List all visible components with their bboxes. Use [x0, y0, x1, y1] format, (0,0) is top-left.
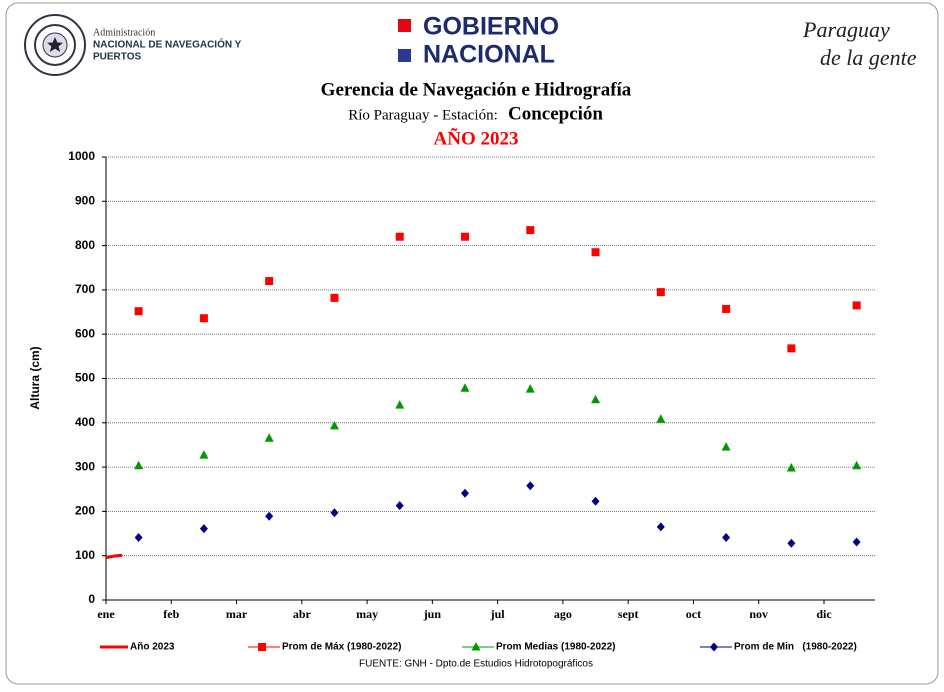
- max-marker: [258, 643, 266, 651]
- subtitle-station: Concepción: [508, 103, 603, 124]
- mean-marker: [525, 384, 535, 393]
- gob-text: NACIONAL: [423, 41, 555, 69]
- max-marker: [852, 301, 861, 310]
- x-tick-label: jun: [423, 607, 442, 621]
- max-marker: [134, 307, 143, 316]
- mean-marker: [721, 442, 731, 451]
- min-marker: [330, 508, 339, 518]
- min-marker: [722, 533, 731, 543]
- min-marker: [134, 533, 143, 543]
- mean-marker: [395, 400, 405, 409]
- max-marker: [656, 288, 665, 297]
- max-marker: [265, 277, 274, 286]
- x-tick-label: oct: [686, 607, 701, 621]
- min-marker: [526, 481, 535, 491]
- mean-marker: [134, 460, 144, 470]
- y-tick-label: 900: [75, 193, 95, 207]
- max-marker: [591, 248, 600, 257]
- mean-marker: [786, 462, 796, 472]
- y-axis-title: Altura (cm): [28, 346, 42, 409]
- admin-text: Administración: [93, 27, 155, 38]
- min-marker: [199, 524, 208, 534]
- min-marker: [265, 511, 274, 521]
- y-tick-label: 400: [75, 415, 95, 429]
- max-marker: [461, 232, 469, 241]
- gob-red-square: [398, 19, 411, 32]
- gob-blue-square: [398, 49, 411, 62]
- min-marker: [395, 501, 404, 511]
- max-marker: [526, 226, 535, 235]
- min-marker: [710, 642, 718, 652]
- source: FUENTE: GNH - Dpto.de Estudios Hidrotopo…: [359, 659, 593, 670]
- min-marker: [656, 522, 665, 532]
- x-tick-label: nov: [749, 607, 768, 621]
- admin-text: NACIONAL DE NAVEGACIÓN Y: [93, 38, 242, 51]
- plot: 0 100 200 300 400 500 600 700 800 900 1000 ene feb ma…: [68, 149, 875, 653]
- legend-label: Prom Medias (1980-2022): [496, 642, 616, 653]
- x-tick-label: mar: [226, 607, 248, 621]
- admin-text: PUERTOS: [93, 52, 141, 63]
- x-tick-label: dic: [816, 607, 832, 621]
- year-title: AÑO 2023: [434, 127, 519, 149]
- y-tick-label: 800: [75, 238, 95, 252]
- max-marker: [199, 314, 208, 323]
- gob-text: GOBIERNO: [423, 13, 559, 41]
- x-tick-label: jul: [490, 607, 506, 621]
- x-tick-label: may: [356, 607, 378, 621]
- legend-label: Prom de Máx (1980-2022): [282, 642, 402, 653]
- x-tick-label: ago: [554, 607, 572, 621]
- mean-marker: [460, 383, 470, 392]
- y-tick-label: 700: [75, 282, 95, 296]
- legend-label: Prom de Min (1980-2022): [734, 642, 857, 653]
- chart-title: Gerencia de Navegación e Hidrografía: [321, 79, 632, 100]
- y-tick-label: 200: [75, 504, 95, 518]
- seal: [24, 14, 86, 76]
- mean-marker: [591, 394, 601, 404]
- mean-marker: [264, 433, 274, 442]
- mean-marker: [852, 460, 862, 470]
- mean-marker: [329, 420, 339, 430]
- x-tick-label: ene: [97, 607, 115, 621]
- mean-marker: [199, 450, 209, 459]
- mean-marker: [656, 414, 666, 423]
- min-marker: [787, 538, 796, 548]
- legend-label: Año 2023: [130, 642, 175, 653]
- min-marker: [591, 496, 600, 506]
- x-tick-label: sept: [618, 607, 639, 621]
- y-tick-label: 300: [75, 459, 95, 473]
- frame: [5, 2, 939, 685]
- slogan: de la gente: [820, 45, 917, 70]
- x-tick-label: abr: [293, 607, 312, 621]
- max-marker: [330, 293, 339, 302]
- max-marker: [722, 304, 731, 313]
- min-marker: [852, 537, 861, 547]
- y-tick-label: 0: [88, 592, 95, 606]
- y-tick-label: 100: [75, 548, 95, 562]
- y-tick-label: 1000: [68, 149, 95, 163]
- y-tick-label: 600: [75, 326, 95, 340]
- max-marker: [787, 344, 796, 353]
- max-marker: [395, 232, 404, 241]
- y-tick-label: 500: [75, 371, 95, 385]
- slogan: Paraguay: [802, 17, 890, 42]
- year-line: [105, 553, 123, 559]
- x-tick-label: feb: [163, 607, 179, 621]
- subtitle: Río Paraguay - Estación:: [348, 107, 498, 123]
- min-marker: [461, 488, 469, 498]
- mean-marker: [471, 642, 481, 651]
